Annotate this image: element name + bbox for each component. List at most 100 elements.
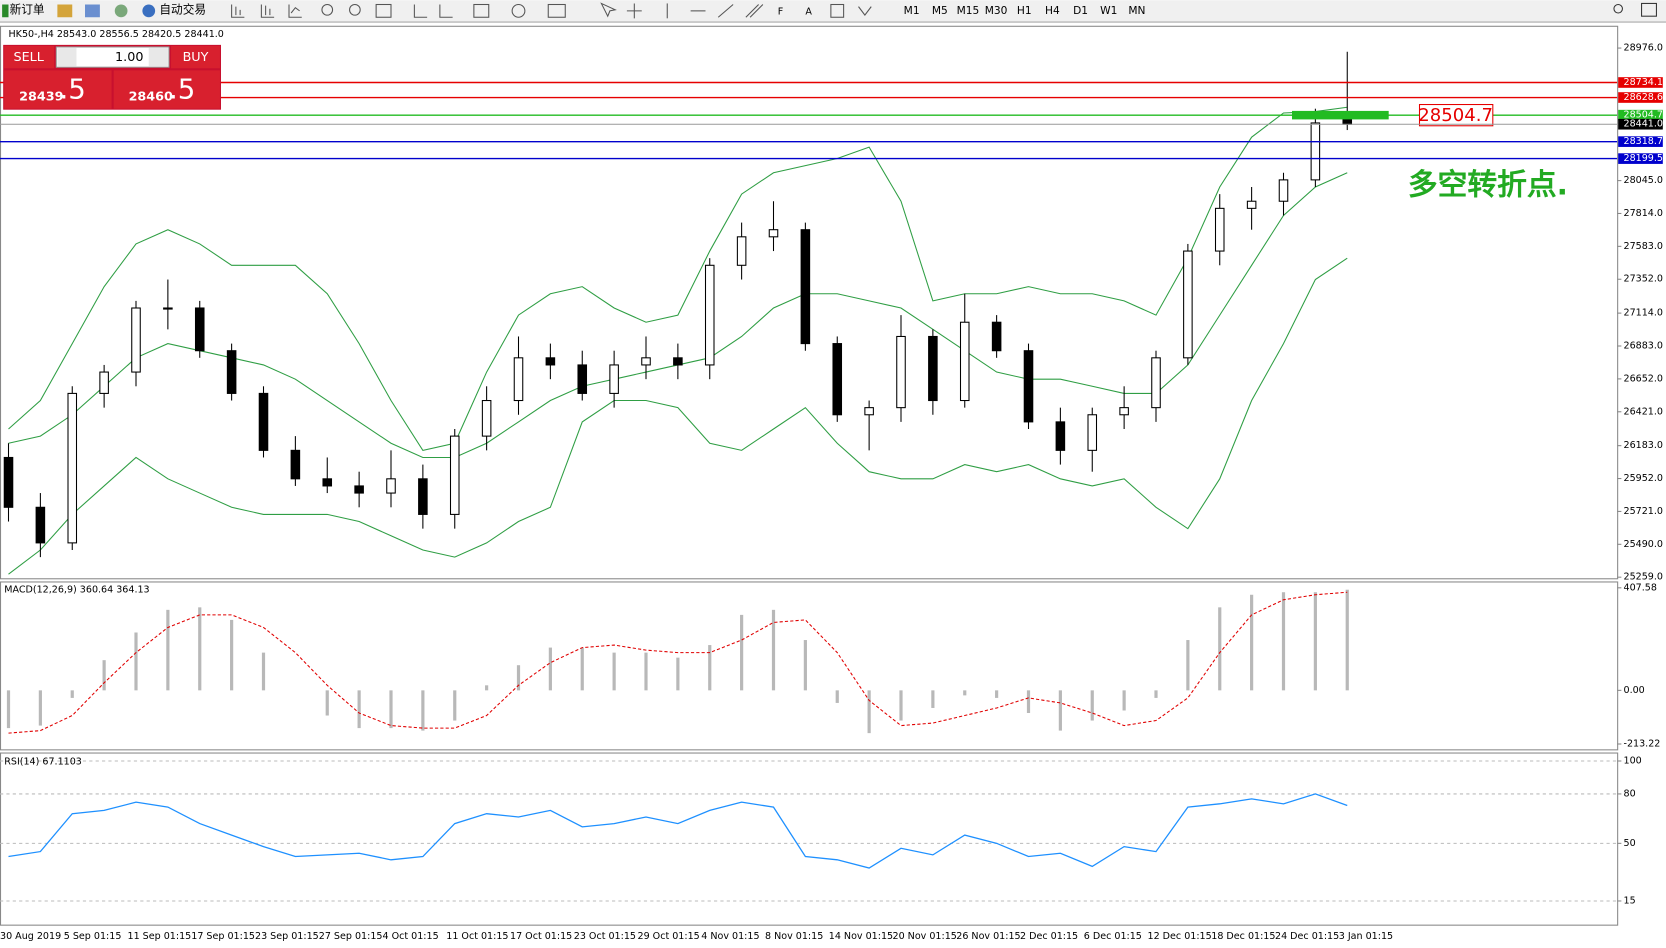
- band-lower: [8, 257, 1348, 575]
- sell-button[interactable]: [4, 45, 55, 69]
- timeframe-button[interactable]: W1: [1100, 4, 1117, 17]
- search-icon[interactable]: [1613, 3, 1623, 14]
- macd-bar: [580, 647, 584, 691]
- lots-value[interactable]: 1.00: [115, 50, 143, 65]
- macd-bar: [6, 690, 11, 729]
- candle-body: [67, 392, 78, 544]
- candle-body: [1214, 207, 1225, 252]
- y-tick-label: 27583.0: [1624, 241, 1663, 252]
- macd-bar: [1313, 592, 1317, 691]
- auto-trading-icon[interactable]: [142, 4, 156, 18]
- toolbar-icon[interactable]: [85, 4, 100, 18]
- candle-body: [1310, 122, 1321, 181]
- plots: 28976.0 28045.0 27814.0 27583.0 27352.0 27114…: [0, 43, 1663, 942]
- buy-label[interactable]: BUY: [183, 50, 209, 65]
- macd-bar: [899, 690, 903, 721]
- macd-bar: [708, 645, 712, 691]
- macd-bar: [1122, 690, 1126, 711]
- trade-panel: SELL 1.00 BUY 28439 .5 28460 .5: [3, 44, 221, 110]
- macd-bar: [1186, 640, 1190, 691]
- macd-bar: [931, 690, 935, 708]
- x-tick-label: 8 Nov 01:15: [765, 931, 823, 942]
- candle-body: [322, 478, 333, 487]
- y-tick-label: 100: [1624, 756, 1642, 767]
- candle-body: [1183, 250, 1193, 359]
- x-tick-label: 18 Dec 01:15: [1211, 931, 1275, 942]
- timeframe-button[interactable]: M5: [932, 4, 948, 17]
- macd-bar: [963, 690, 967, 696]
- new-order-icon[interactable]: [2, 4, 9, 18]
- price-label: 28504.7: [1624, 110, 1663, 121]
- timeframe-button[interactable]: M15: [957, 4, 980, 17]
- candle-body: [449, 435, 460, 515]
- price-label-bg: [1618, 77, 1663, 88]
- timeframe-button[interactable]: M1: [904, 4, 920, 17]
- x-tick-label: 2 Dec 01:15: [1020, 931, 1078, 942]
- macd-bar: [740, 614, 744, 691]
- new-order-button[interactable]: 新订单: [10, 2, 45, 16]
- macd-bar: [995, 690, 999, 698]
- y-tick-label: 407.58: [1624, 582, 1657, 593]
- timeframe-button[interactable]: MN: [1128, 4, 1145, 17]
- timeframe-button[interactable]: M30: [985, 4, 1008, 17]
- rsi-line: [8, 793, 1348, 869]
- y-tick-label: 27114.0: [1624, 308, 1663, 319]
- price-label: 28199.5: [1624, 153, 1663, 164]
- bid-price: 28439: [19, 89, 63, 104]
- y-tick-label: 25490.0: [1624, 539, 1663, 550]
- chart-title: HK50-,H4 28543.0 28556.5 28420.5 28441.0: [9, 29, 224, 40]
- macd-bar: [1345, 589, 1349, 691]
- macd-bar: [261, 652, 266, 691]
- toolbar: [0, 0, 1666, 22]
- x-tick-label: 27 Sep 01:15: [319, 931, 383, 942]
- candle-body: [99, 371, 109, 394]
- macd-bar: [357, 690, 361, 729]
- macd-title: MACD(12,26,9) 360.64 364.13: [4, 584, 149, 595]
- lots-input[interactable]: [55, 46, 170, 68]
- candle-body: [832, 343, 843, 416]
- last-price-label: 28441.0: [1624, 119, 1663, 130]
- candle-body: [1087, 414, 1098, 451]
- candle-body: [545, 357, 556, 366]
- toolbar-icon[interactable]: [114, 4, 128, 18]
- macd-bar: [1090, 690, 1094, 721]
- macd-bar: [803, 640, 807, 691]
- candle-body: [354, 485, 364, 494]
- macd-bar: [516, 665, 521, 691]
- y-tick-label: 25721.0: [1624, 506, 1663, 517]
- price-label-bg: [1618, 153, 1663, 164]
- macd-bar: [1058, 690, 1062, 731]
- candle-body: [290, 449, 301, 480]
- x-tick-label: 4 Nov 01:15: [701, 931, 759, 942]
- x-tick-label: 6 Dec 01:15: [1084, 931, 1142, 942]
- timeframe-button[interactable]: H1: [1017, 4, 1032, 17]
- macd-bar: [771, 609, 776, 691]
- price-label-bg: [1618, 109, 1663, 121]
- ask-box[interactable]: [113, 70, 220, 109]
- macd-panel: [0, 581, 1619, 751]
- candle-body: [513, 357, 524, 402]
- x-tick-label: 29 Oct 01:15: [638, 931, 700, 942]
- svg-text:F: F: [778, 6, 784, 17]
- candle-body: [194, 307, 205, 352]
- y-tick-label: 26421.0: [1624, 406, 1663, 417]
- y-tick-label: 15: [1624, 895, 1636, 906]
- price-label-bg: [1618, 92, 1663, 103]
- toolbar-icon[interactable]: [57, 4, 73, 18]
- y-tick-label: 27352.0: [1624, 274, 1663, 285]
- candle-body: [1151, 357, 1161, 409]
- bid-box[interactable]: [4, 70, 112, 109]
- messages-icon[interactable]: [1641, 2, 1657, 17]
- buy-button[interactable]: [171, 45, 220, 69]
- auto-trading-button[interactable]: 自动交易: [159, 2, 206, 16]
- timeframe-button[interactable]: H4: [1045, 4, 1060, 17]
- price-label-bg: [1618, 136, 1663, 147]
- candle-body: [1023, 350, 1034, 423]
- macd-bar: [70, 690, 74, 698]
- candle-body: [768, 229, 779, 238]
- macd-bar: [198, 607, 202, 691]
- x-tick-label: 23 Oct 01:15: [574, 931, 636, 942]
- timeframe-button[interactable]: D1: [1073, 4, 1088, 17]
- sell-label[interactable]: SELL: [14, 50, 45, 65]
